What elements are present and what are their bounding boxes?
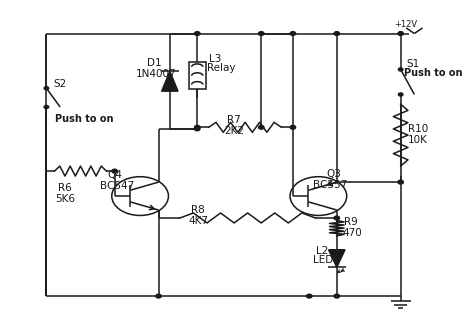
Circle shape [398, 32, 403, 35]
Circle shape [334, 32, 339, 35]
Text: L2: L2 [316, 246, 328, 256]
Text: Push to on: Push to on [404, 68, 463, 78]
Circle shape [194, 125, 200, 129]
Circle shape [156, 294, 161, 298]
Polygon shape [328, 250, 345, 267]
Circle shape [194, 127, 200, 131]
Circle shape [334, 294, 339, 298]
Text: Q3: Q3 [327, 169, 342, 179]
Circle shape [194, 32, 200, 35]
Text: R10: R10 [408, 124, 428, 134]
Text: R7: R7 [227, 116, 241, 125]
Text: Q4: Q4 [107, 170, 122, 180]
Text: Push to on: Push to on [55, 115, 113, 124]
Circle shape [398, 93, 403, 96]
Circle shape [334, 216, 339, 220]
Circle shape [44, 87, 49, 90]
Polygon shape [162, 71, 178, 91]
Circle shape [398, 180, 403, 184]
Text: L3: L3 [209, 53, 221, 63]
Text: LED: LED [313, 255, 333, 265]
Text: S1: S1 [406, 59, 419, 69]
Text: Relay: Relay [207, 63, 236, 73]
Circle shape [258, 125, 264, 129]
Bar [189, 62, 206, 89]
Text: 10K: 10K [408, 135, 428, 145]
Text: R6: R6 [58, 183, 72, 193]
Text: 4K7: 4K7 [188, 216, 208, 226]
Circle shape [44, 106, 49, 109]
Text: R9: R9 [344, 217, 357, 227]
Circle shape [112, 169, 118, 173]
Text: D1: D1 [147, 58, 162, 68]
Text: 1N4007: 1N4007 [136, 69, 176, 79]
Circle shape [290, 32, 296, 35]
Text: S2: S2 [53, 78, 66, 89]
Circle shape [398, 68, 403, 71]
Circle shape [290, 125, 296, 129]
Text: 5K6: 5K6 [55, 194, 75, 204]
Circle shape [307, 294, 312, 298]
Text: +12V: +12V [394, 20, 417, 29]
Text: 2K2: 2K2 [225, 126, 245, 136]
Text: R8: R8 [191, 205, 204, 215]
Text: 470: 470 [342, 228, 362, 238]
Circle shape [258, 32, 264, 35]
Text: BC557: BC557 [313, 180, 347, 190]
Text: BC547: BC547 [100, 181, 135, 191]
